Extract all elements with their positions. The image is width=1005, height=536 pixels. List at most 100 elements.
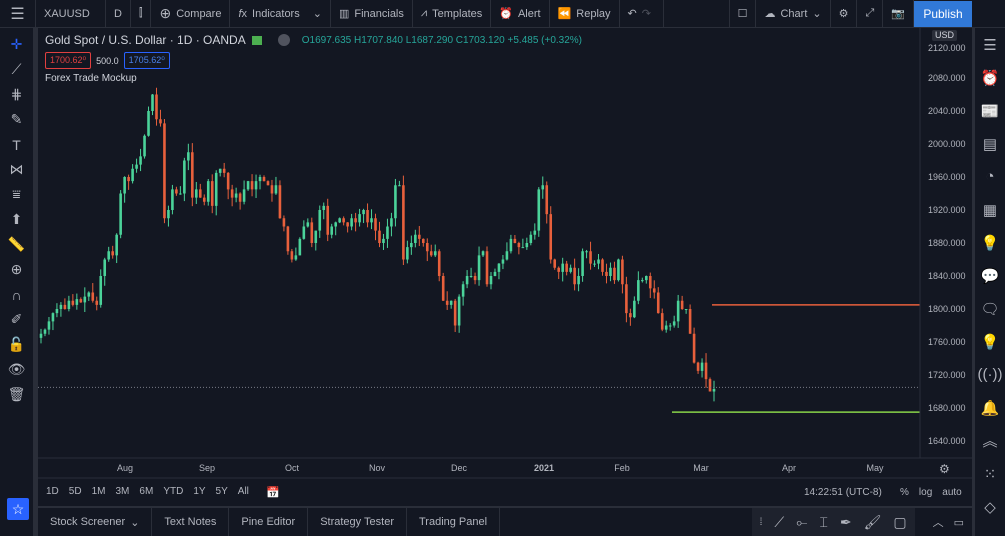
camera-icon[interactable]: 📷 <box>883 0 914 28</box>
text-cursor-icon[interactable]: ⌶ <box>819 513 828 530</box>
log-toggle[interactable]: log <box>918 487 933 498</box>
redo-icon[interactable]: ↷ <box>641 8 651 20</box>
crosshair-icon[interactable]: ✛ <box>10 36 23 52</box>
candle-body <box>83 296 87 303</box>
candle-body <box>179 193 182 195</box>
candle-body <box>302 226 306 239</box>
diamond-icon[interactable]: ◇ <box>984 498 996 516</box>
range-1d[interactable]: 1D <box>46 486 59 497</box>
candles-style-icon[interactable]: ⫿ <box>131 0 152 28</box>
calendar-icon[interactable]: ▦ <box>982 201 998 219</box>
horizontal-ray-icon[interactable]: ⟜ <box>796 513 808 530</box>
symbol-search[interactable]: XAUUSD <box>36 0 106 28</box>
tab-pine-editor[interactable]: Pine Editor <box>229 508 309 536</box>
text-icon[interactable]: T <box>12 136 21 153</box>
quantity-field[interactable]: 500.0 <box>96 55 119 66</box>
ruler-icon[interactable]: 📏 <box>7 236 26 252</box>
range-5d[interactable]: 5D <box>68 486 82 497</box>
layout-button[interactable]: ☁ Chart ⌄ <box>756 0 831 28</box>
auto-toggle[interactable]: auto <box>942 487 962 498</box>
range-3m[interactable]: 3M <box>115 486 130 497</box>
compare-button[interactable]: ⊕ Compare <box>151 0 231 28</box>
chevron-up-icon[interactable]: ︿ <box>932 517 944 529</box>
news-icon[interactable]: 📰 <box>980 102 1000 120</box>
candle-body <box>358 214 361 223</box>
zoom-in-icon[interactable]: ⊕ <box>10 261 23 277</box>
fullscreen-square-icon[interactable]: ☐ <box>728 0 757 28</box>
publish-button[interactable]: Publish <box>914 1 972 27</box>
trash-icon[interactable]: 🗑 <box>7 386 26 402</box>
candle-body <box>449 300 453 305</box>
range-all[interactable]: All <box>237 486 249 497</box>
messages-icon[interactable]: 🗨 <box>980 300 1000 318</box>
rectangle-icon[interactable]: ▢ <box>893 513 907 530</box>
candle-body <box>147 111 150 136</box>
hotlist-icon[interactable]: ◔ <box>985 168 995 185</box>
chat-icon[interactable]: 💬 <box>980 267 1000 285</box>
price-tick-label: 1880.000 <box>928 238 966 248</box>
range-1y[interactable]: 1Y <box>193 486 206 497</box>
candle-body <box>382 238 385 243</box>
watchlist-icon[interactable]: ☰ <box>983 36 997 54</box>
eye-icon[interactable]: 👁 <box>7 361 26 377</box>
indicators-button[interactable]: fx Indicators ⌄ <box>230 0 331 28</box>
ohlc-values: O1697.635 H1707.840 L1687.290 C1703.120 … <box>302 35 582 46</box>
brush-icon[interactable]: 🖌 <box>863 513 882 530</box>
fib-icon[interactable]: ⋕ <box>10 86 23 102</box>
financials-button[interactable]: ▥ Financials <box>331 0 413 28</box>
tab-strategy-tester[interactable]: Strategy Tester <box>308 508 407 536</box>
favorites-star-icon[interactable]: ☆ <box>7 498 29 520</box>
alert-button[interactable]: ⏰ Alert <box>491 0 550 28</box>
menu-icon[interactable]: ☰ <box>0 0 36 28</box>
brush-icon[interactable]: ✎ <box>10 111 23 127</box>
price-tick-label: 2080.000 <box>928 73 966 83</box>
alarm-icon[interactable]: ⏰ <box>980 69 1000 87</box>
collapse-minus-icon[interactable] <box>277 34 290 46</box>
buy-button[interactable]: 1705.62⁰ <box>123 52 170 69</box>
broadcast-icon[interactable]: ((·)) <box>977 366 1003 383</box>
chevron-down-icon: ⌄ <box>812 8 822 20</box>
expand-icon[interactable]: ⤢ <box>857 0 884 28</box>
tab-text-notes[interactable]: Text Notes <box>152 508 230 536</box>
trend-line-icon[interactable]: ⟋ <box>11 61 22 77</box>
undo-icon[interactable]: ↶ <box>627 8 637 20</box>
candle-body <box>234 193 238 198</box>
prediction-icon[interactable]: ⩸ <box>12 186 21 202</box>
arrow-up-icon[interactable]: ⬆ <box>10 211 23 227</box>
chevrons-icon[interactable]: ︽ <box>982 433 998 450</box>
price-chart[interactable]: 2120.000 2080.000 2040.000 2000.000 1960.000… <box>38 28 972 506</box>
candle-body <box>318 210 322 231</box>
templates-button[interactable]: ⩘ Templates <box>413 0 492 28</box>
maximize-panel-icon[interactable]: ▭ <box>953 516 964 529</box>
lock-icon[interactable]: 🔓 <box>7 336 26 352</box>
range-6m[interactable]: 6M <box>139 486 154 497</box>
sell-button[interactable]: 1700.62⁰ <box>45 52 92 69</box>
drag-handle-icon[interactable]: ⁞ <box>759 516 763 528</box>
range-5y[interactable]: 5Y <box>215 486 228 497</box>
range-1m[interactable]: 1M <box>91 486 106 497</box>
replay-button[interactable]: ⏪ Replay <box>550 0 620 28</box>
settings-gear-icon[interactable]: ⚙ <box>831 0 858 28</box>
goto-date-icon[interactable]: 📅 <box>266 487 280 499</box>
magnet-icon[interactable]: ∩ <box>11 286 22 303</box>
lock-drawing-icon[interactable]: ✐ <box>10 311 23 327</box>
pattern-icon[interactable]: ⋈ <box>9 161 24 177</box>
ideas-icon[interactable]: 💡 <box>980 234 1000 252</box>
chart-pane[interactable]: 2120.000 2080.000 2040.000 2000.000 1960.000… <box>38 28 972 506</box>
streams-icon[interactable]: 💡 <box>980 333 1000 351</box>
range-ytd[interactable]: YTD <box>163 486 184 497</box>
tab-stock-screener[interactable]: Stock Screener ⌄ <box>38 508 153 536</box>
indicator-label[interactable]: Forex Trade Mockup <box>45 73 137 84</box>
percent-toggle[interactable]: % <box>900 487 909 498</box>
tab-trading-panel[interactable]: Trading Panel <box>407 508 501 536</box>
axis-settings-gear-icon[interactable]: ⚙ <box>939 462 950 476</box>
data-window-icon[interactable]: ▤ <box>982 135 998 153</box>
candle-body <box>453 300 457 326</box>
currency-label[interactable]: USD <box>932 30 958 41</box>
candle-body <box>625 284 628 314</box>
notifications-icon[interactable]: 🔔 <box>980 399 1000 417</box>
dots-grid-icon[interactable]: ⁙ <box>983 465 997 483</box>
trend-line-icon[interactable]: ⟋ <box>774 513 785 530</box>
interval-button[interactable]: D <box>106 0 131 28</box>
pen-icon[interactable]: ✒ <box>839 513 852 530</box>
